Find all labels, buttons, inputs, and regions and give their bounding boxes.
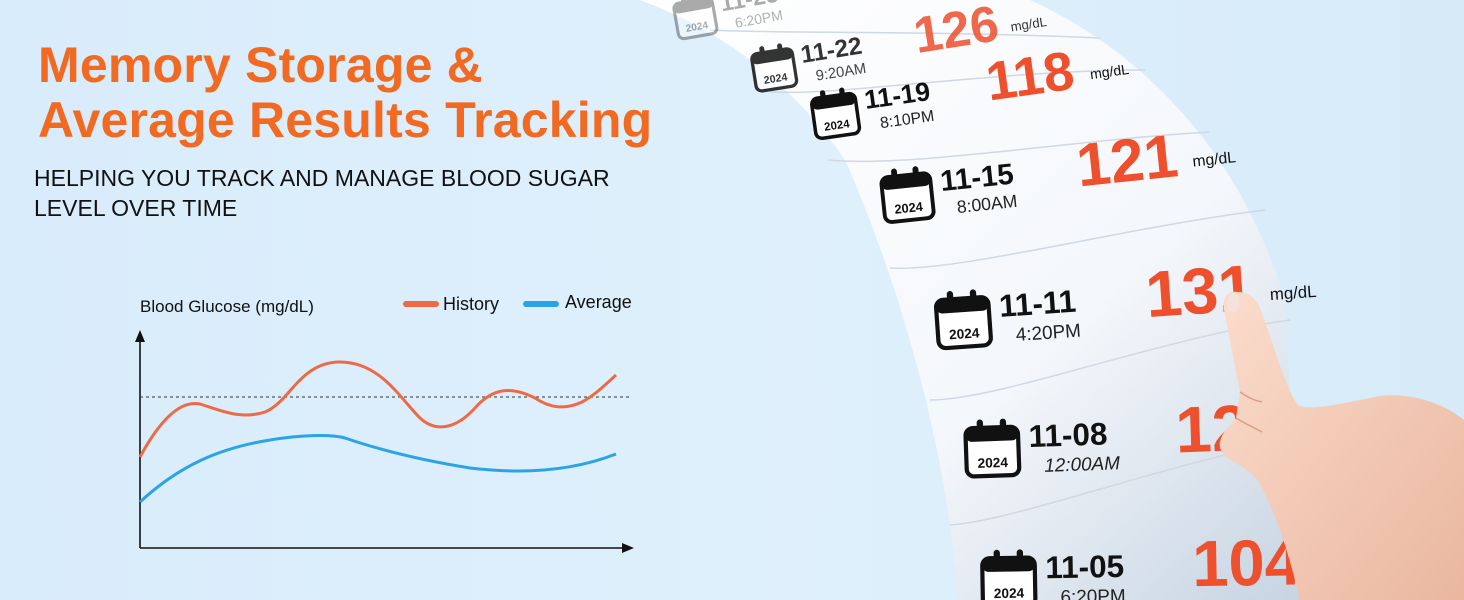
- calendar-icon: [933, 289, 993, 351]
- headline: Memory Storage & Average Results Trackin…: [38, 38, 652, 148]
- reading-unit: mg/dL: [1010, 14, 1048, 35]
- headline-line-1: Memory Storage &: [38, 37, 483, 93]
- chart-legend: History Average: [403, 292, 632, 314]
- calendar-icon: [810, 87, 862, 141]
- reading-date: 11-15: [939, 158, 1016, 199]
- y-axis-arrow: [135, 330, 145, 342]
- row-divider: [889, 209, 1266, 269]
- row-divider: [769, 69, 1146, 94]
- history-line: [138, 360, 618, 458]
- calendar-year: 2024: [994, 586, 1025, 600]
- calendar-icon: [750, 43, 799, 93]
- reading-time: 6:20PM: [1060, 586, 1125, 600]
- subtitle-line-1: HELPING YOU TRACK AND MANAGE BLOOD SUGAR: [34, 165, 610, 191]
- calendar-icon: [980, 549, 1038, 600]
- chart-axes: [135, 330, 634, 553]
- calendar-year: 2024: [949, 325, 981, 342]
- calendar-icon: [963, 418, 1022, 479]
- x-axis-arrow: [622, 543, 634, 553]
- glucose-chart: Blood Glucose (mg/dL) History Average: [135, 292, 634, 553]
- reading-unit: mg/dL: [1192, 149, 1237, 170]
- legend-label-average: Average: [565, 292, 632, 312]
- reading-unit: mg/dL: [1269, 282, 1317, 304]
- reading-date: 11-08: [1028, 415, 1108, 454]
- reading-value: 118: [982, 40, 1078, 113]
- calendar-year: 2024: [977, 455, 1008, 471]
- chart-ylabel: Blood Glucose (mg/dL): [140, 297, 314, 316]
- reading-date: 11-05: [1045, 548, 1124, 585]
- row-divider: [709, 29, 1101, 39]
- calendar-year: 2024: [894, 199, 925, 217]
- calendar-icon: [879, 166, 936, 224]
- calendar-icon: [672, 0, 719, 41]
- row-divider: [827, 131, 1211, 163]
- reading-value: 121: [1073, 121, 1181, 199]
- pointing-hand-icon: [1219, 291, 1464, 600]
- calendar-year: 2024: [824, 118, 851, 134]
- reading-unit: mg/dL: [1089, 61, 1130, 82]
- subtitle: HELPING YOU TRACK AND MANAGE BLOOD SUGAR…: [34, 163, 674, 223]
- calendar-year: 2024: [685, 20, 709, 35]
- calendar-year: 2024: [763, 71, 788, 87]
- reading-time: 4:20PM: [1015, 321, 1081, 346]
- average-line: [138, 434, 617, 504]
- reading-time: 12:00AM: [1044, 453, 1121, 477]
- reading-time: 9:20AM: [815, 61, 868, 85]
- reading-date: 11-11: [998, 283, 1077, 324]
- legend-label-history: History: [443, 294, 499, 314]
- headline-line-2: Average Results Tracking: [38, 92, 653, 148]
- subtitle-line-2: LEVEL OVER TIME: [34, 195, 238, 221]
